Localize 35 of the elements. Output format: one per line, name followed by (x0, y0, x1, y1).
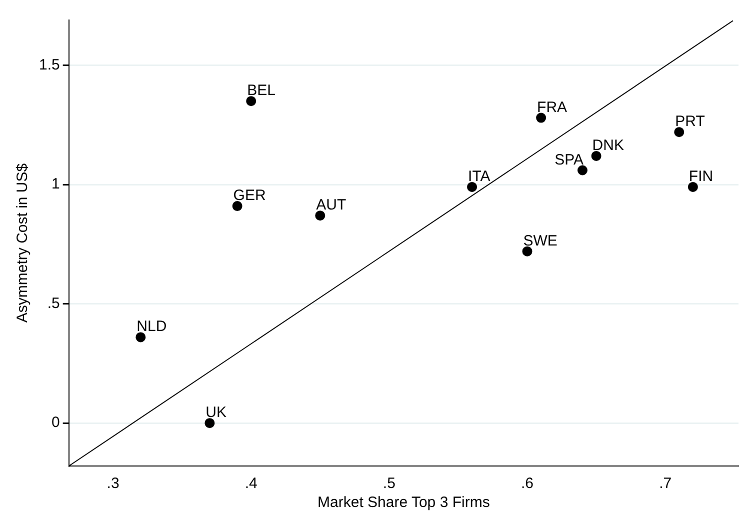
annotation: UK (206, 404, 227, 422)
x-tick-label: .3 (106, 475, 120, 492)
x-tick-label: .5 (382, 475, 396, 492)
point (577, 165, 588, 176)
x-tick-label: .7 (659, 475, 672, 492)
annotation: DNK (592, 136, 624, 154)
x-tick-label: .4 (244, 475, 258, 492)
annotation: GER (233, 187, 266, 204)
point (591, 150, 602, 161)
point (204, 418, 215, 428)
y-tick-label: 1.5 (38, 56, 60, 74)
y-axis-title: Asymmetry Cost in US$ (14, 162, 32, 323)
point (232, 201, 242, 212)
point (536, 112, 546, 123)
x-axis-title: Market Share Top 3 Firms (318, 494, 490, 512)
point (522, 246, 532, 256)
annotation: FIN (688, 168, 714, 185)
annotation: SPA (554, 151, 584, 168)
point (246, 96, 256, 106)
point (674, 127, 684, 138)
point (688, 182, 698, 192)
annotation: AUT (316, 196, 346, 214)
annotation: BEL (247, 82, 276, 100)
point (315, 210, 326, 221)
annotation: NLD (136, 318, 167, 336)
x-tick-label: .6 (520, 475, 534, 492)
annotation: FRA (537, 98, 568, 116)
annotation: PRT (675, 113, 705, 130)
annotation: SWE (523, 232, 558, 250)
point (136, 332, 146, 342)
y-tick-label: .5 (47, 294, 60, 312)
annotation: ITA (468, 168, 490, 185)
point (467, 182, 478, 192)
y-tick-label: 0 (52, 414, 60, 432)
y-tick-label: 1 (52, 176, 60, 193)
